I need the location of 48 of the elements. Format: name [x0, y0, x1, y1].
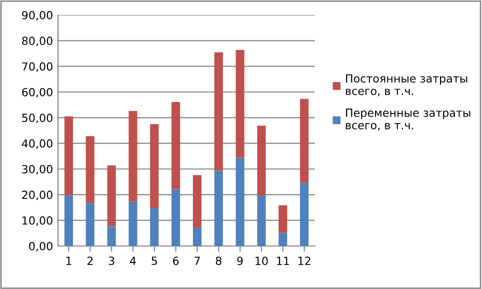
bar	[300, 98, 309, 183]
x-tick-label: 8	[216, 256, 222, 266]
y-tick-label: 30,00	[22, 164, 52, 175]
y-tick-label: 40,00	[22, 139, 52, 149]
bar	[192, 175, 202, 228]
bar	[64, 116, 73, 196]
bar	[257, 126, 266, 196]
y-tick-label: 60,00	[22, 88, 52, 98]
bar	[86, 136, 94, 204]
bar	[236, 50, 244, 158]
bar	[236, 158, 244, 246]
x-tick-label: 3	[108, 256, 114, 266]
bar	[300, 182, 309, 246]
bar	[150, 124, 159, 208]
bar	[257, 195, 266, 246]
bar	[107, 226, 116, 246]
bar	[128, 110, 138, 202]
x-tick-label: 9	[237, 256, 243, 266]
y-tick-label: 50,00	[22, 114, 52, 124]
x-tick-label: 6	[173, 256, 179, 266]
y-tick-label: 70,00	[22, 62, 52, 72]
bar	[214, 170, 223, 246]
y-tick-label: 80,00	[22, 36, 52, 46]
x-tick-label: 4	[130, 256, 136, 265]
x-tick-label: 10	[256, 256, 268, 266]
legend-label: Переменные затраты всего, в т.ч.	[346, 108, 470, 131]
x-tick-label: 12	[298, 256, 310, 265]
bar	[64, 195, 73, 246]
bar	[278, 232, 288, 246]
bar	[107, 165, 116, 226]
x-tick-label: 1	[66, 256, 72, 265]
bar	[128, 201, 138, 246]
x-tick-label: 2	[87, 256, 93, 265]
bar	[278, 205, 288, 233]
x-tick-label: 5	[152, 256, 157, 266]
y-tick-label: 10,00	[22, 216, 52, 226]
bar	[172, 189, 180, 246]
bar	[150, 208, 159, 246]
y-tick-label: 0,00	[29, 242, 52, 252]
bar	[214, 52, 223, 171]
legend-label: Постоянные затраты всего, в т.ч.	[346, 74, 468, 96]
x-tick-label: 7	[194, 256, 200, 265]
y-tick-label: 90,00	[22, 10, 52, 21]
x-tick-label: 11	[277, 256, 289, 265]
bar	[192, 228, 202, 246]
y-tick-label: 20,00	[22, 190, 52, 200]
bar	[86, 203, 94, 246]
bar	[172, 102, 180, 190]
